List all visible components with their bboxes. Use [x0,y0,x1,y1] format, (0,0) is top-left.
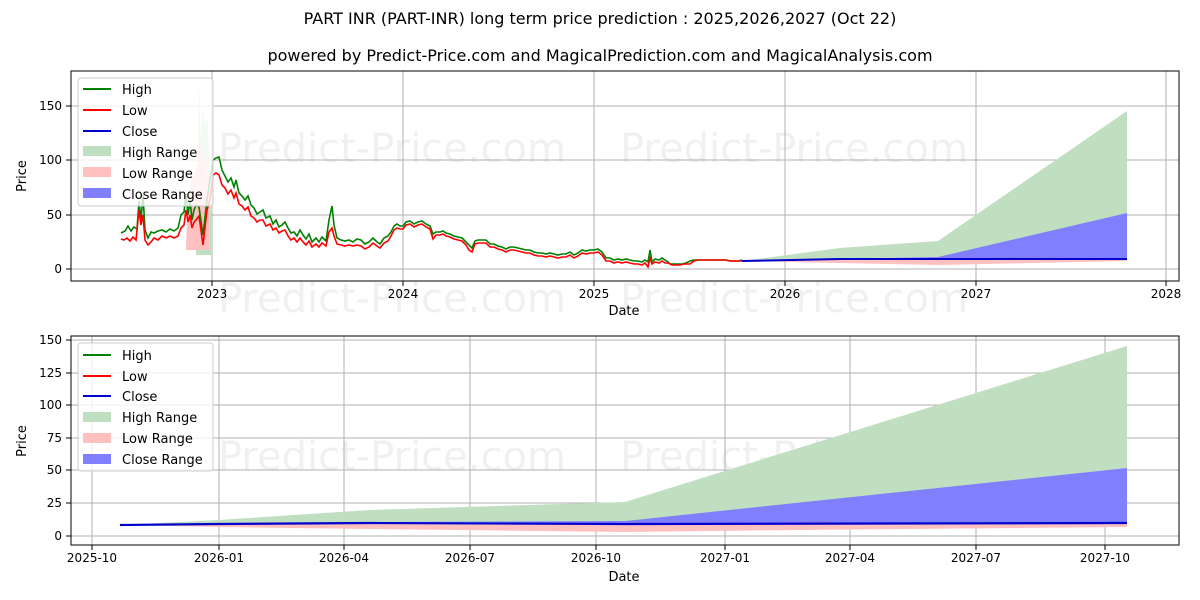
y-axis-label: Price [15,160,30,192]
bottom-close-line [119,521,1128,527]
top-axes-frame [70,70,1180,282]
top-xticks: 2023 2024 2025 2026 2027 2028 [197,281,1182,301]
legend-close-range: Close Range [122,453,203,468]
y-tick-label: 125 [39,366,62,380]
legend-high-range-swatch [83,412,111,422]
bottom-close-range [120,468,1127,525]
y-tick-label: 75 [47,431,62,445]
bottom-low-range [120,524,1127,532]
y-tick-label: 0 [54,529,62,543]
x-tick-label: 2024 [388,287,419,301]
legend-close-range-swatch [83,454,111,464]
watermark: Predict-Price.com [620,276,968,322]
x-tick-label: 2026-07 [445,551,495,565]
y-tick-label: 150 [39,99,62,113]
x-tick-label: 2023 [197,287,228,301]
legend-close-range: Close Range [122,188,203,203]
bottom-yticks: 0 25 50 75 100 125 150 [39,333,71,543]
legend-low: Low [122,370,148,385]
top-grid [71,71,1179,281]
y-tick-label: 100 [39,153,62,167]
x-tick-label: 2025 [579,287,610,301]
bottom-legend: High Low Close High Range Low Range Clos… [77,342,214,472]
x-tick-label: 2027-07 [951,551,1001,565]
top-high-line [120,155,743,265]
x-tick-label: 2027-01 [700,551,750,565]
legend-low-range: Low Range [122,432,193,447]
top-yticks: 0 50 100 150 [39,99,71,276]
x-tick-label: 2025-10 [67,551,117,565]
x-tick-label: 2028 [1151,287,1182,301]
legend-low-range-swatch [83,167,111,177]
top-high-range-forecast [742,111,1127,261]
bottom-chart: Predict-Price.com Predict-Price.com [15,333,1180,585]
watermark: Predict-Price.com [620,126,968,172]
bottom-xticks: 2025-10 2026-01 2026-04 2026-07 2026-10 … [67,545,1130,565]
legend-close: Close [122,390,157,405]
x-tick-label: 2026-04 [319,551,369,565]
x-tick-label: 2026-01 [194,551,244,565]
bottom-axes-frame [70,335,1180,546]
watermark: Predict-Price.com [218,276,566,322]
top-chart: Predict-Price.com Predict-Price.com Pred… [15,70,1182,322]
top-close-range-forecast [742,213,1127,261]
y-tick-label: 25 [47,496,62,510]
x-axis-label: Date [608,304,639,319]
top-legend: High Low Close High Range Low Range Clos… [77,77,214,207]
watermark: Predict-Price.com [218,126,566,172]
legend-high-range: High Range [122,411,197,426]
x-tick-label: 2027-10 [1080,551,1130,565]
legend-low-range: Low Range [122,167,193,182]
legend-high: High [122,83,152,98]
x-tick-label: 2026-10 [571,551,621,565]
y-tick-label: 100 [39,398,62,412]
y-tick-label: 150 [39,333,62,347]
bottom-high-range [120,346,1127,525]
y-axis-label: Price [15,425,30,457]
legend-high-range-swatch [83,146,111,156]
y-tick-label: 50 [47,208,62,222]
x-tick-label: 2027-04 [825,551,875,565]
chart-subtitle: powered by Predict-Price.com and Magical… [267,46,933,65]
legend-high: High [122,349,152,364]
watermark: Predict-Price.com [218,434,566,480]
y-tick-label: 50 [47,463,62,477]
legend-close-range-swatch [83,188,111,198]
legend-high-range: High Range [122,146,197,161]
legend-close: Close [122,125,157,140]
top-low-range-forecast [742,259,1127,265]
top-close-line [741,258,1127,262]
legend-low: Low [122,104,148,119]
x-tick-label: 2026 [770,287,801,301]
y-tick-label: 0 [54,262,62,276]
legend-low-range-swatch [83,433,111,443]
x-axis-label: Date [608,570,639,585]
chart-title: PART INR (PART-INR) long term price pred… [303,9,897,28]
x-tick-label: 2027 [961,287,992,301]
